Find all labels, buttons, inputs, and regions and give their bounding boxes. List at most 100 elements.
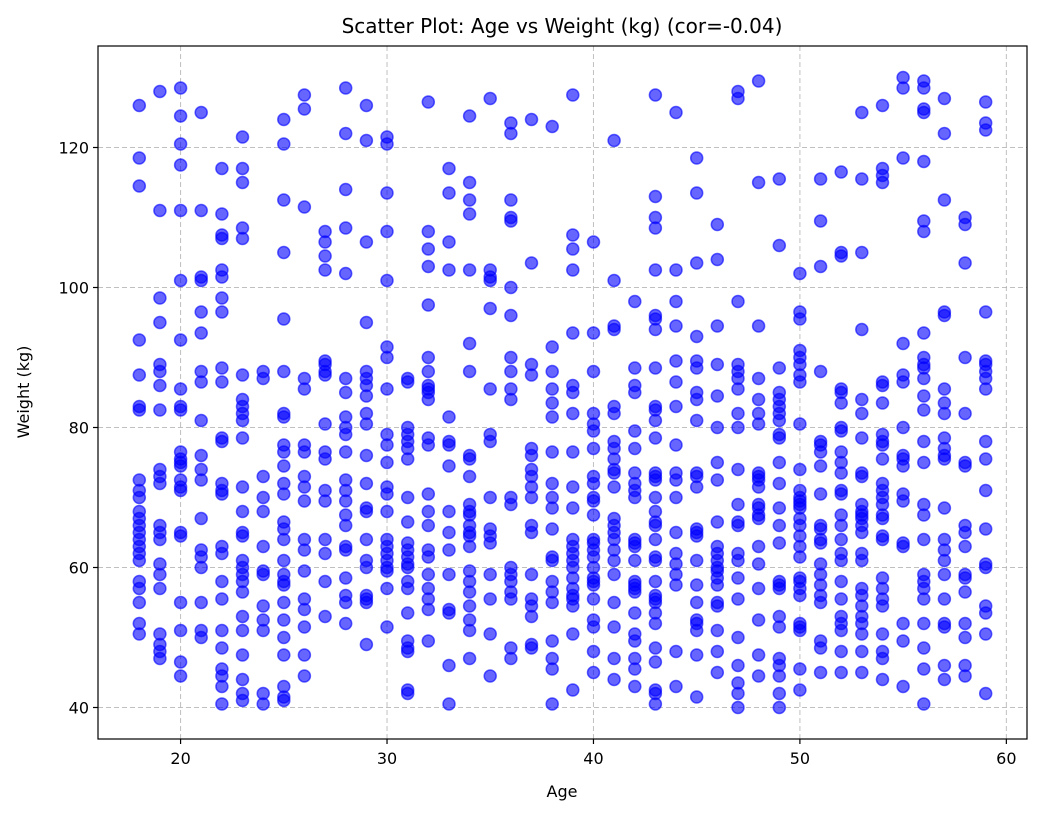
data-point: [442, 263, 456, 277]
data-point: [318, 452, 332, 466]
data-point: [937, 91, 952, 106]
data-point: [235, 529, 250, 543]
data-point: [545, 662, 559, 676]
plot-frame: [97, 45, 1028, 740]
data-point: [978, 305, 993, 319]
data-point: [607, 567, 621, 582]
data-point: [566, 263, 580, 277]
data-point: [855, 553, 869, 568]
data-point: [978, 522, 993, 536]
data-point: [297, 382, 312, 396]
data-point: [958, 406, 972, 421]
data-point: [442, 235, 456, 249]
data-point: [215, 434, 229, 449]
data-point: [462, 193, 477, 207]
data-point: [153, 403, 167, 417]
data-point: [710, 252, 725, 267]
data-point: [132, 98, 147, 113]
data-point: [772, 238, 787, 253]
data-point: [235, 368, 250, 382]
data-point: [896, 81, 910, 95]
data-point: [256, 504, 270, 519]
data-point: [978, 483, 993, 498]
data-point: [917, 81, 931, 95]
data-point: [772, 501, 787, 515]
data-point: [648, 263, 663, 277]
data-point: [462, 623, 477, 638]
data-point: [917, 371, 931, 386]
data-point: [524, 641, 539, 655]
data-point: [277, 445, 291, 459]
data-point: [256, 567, 270, 582]
data-point: [421, 224, 436, 239]
data-point: [751, 581, 766, 596]
data-point: [628, 441, 642, 456]
data-point: [338, 266, 353, 281]
data-point: [462, 452, 477, 466]
data-point: [235, 413, 250, 428]
data-point: [689, 529, 704, 543]
data-point: [772, 700, 787, 715]
data-point: [173, 403, 188, 417]
data-point: [978, 123, 993, 137]
data-point: [318, 263, 332, 277]
data-point: [566, 326, 580, 340]
data-point: [855, 105, 869, 120]
data-point: [256, 371, 270, 386]
data-point: [689, 392, 704, 407]
data-point: [545, 382, 559, 396]
data-point: [277, 410, 291, 424]
data-point: [318, 249, 332, 263]
data-point: [524, 256, 539, 270]
data-point: [813, 214, 828, 228]
data-point: [834, 518, 848, 533]
data-point: [731, 553, 745, 568]
data-point: [338, 371, 353, 386]
data-point: [215, 641, 229, 655]
data-point: [380, 224, 394, 239]
data-point: [194, 273, 208, 288]
data-point: [628, 385, 642, 400]
data-point: [586, 620, 601, 634]
data-point: [813, 259, 828, 274]
data-point: [359, 595, 374, 610]
data-point: [896, 616, 910, 631]
data-point: [277, 532, 291, 547]
data-point: [318, 235, 332, 249]
data-point: [338, 543, 353, 557]
data-point: [710, 665, 725, 680]
data-point: [153, 581, 167, 596]
data-point: [277, 312, 291, 326]
data-point: [607, 466, 621, 480]
data-point: [669, 679, 683, 694]
data-point: [277, 578, 291, 592]
data-point: [978, 627, 993, 641]
data-point: [173, 529, 188, 543]
data-point: [215, 546, 229, 561]
data-point: [153, 84, 167, 99]
data-point: [937, 126, 952, 141]
data-point: [215, 487, 229, 501]
data-point: [421, 634, 436, 648]
data-point: [669, 578, 683, 592]
data-point: [462, 109, 477, 123]
data-point: [958, 525, 972, 540]
data-point: [855, 172, 869, 186]
data-point: [215, 361, 229, 375]
data-point: [834, 396, 848, 410]
y-tick-label: 100: [58, 279, 89, 298]
data-point: [153, 291, 167, 305]
data-point: [586, 424, 601, 438]
data-point: [462, 585, 477, 599]
data-point: [380, 455, 394, 470]
data-point: [834, 487, 848, 501]
data-point: [256, 469, 270, 484]
data-point: [380, 504, 394, 519]
data-point: [586, 235, 601, 249]
data-point: [380, 350, 394, 365]
data-point: [669, 490, 683, 505]
data-point: [462, 263, 477, 277]
data-point: [772, 536, 787, 550]
data-point: [772, 455, 787, 470]
data-point: [751, 371, 766, 386]
